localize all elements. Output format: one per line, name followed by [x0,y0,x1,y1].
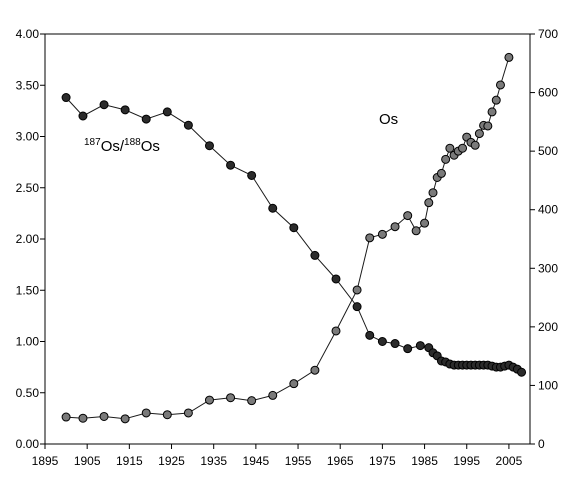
os-ratio-point [226,160,236,170]
y2-tick-label: 300 [538,261,558,275]
os-ratio-point [120,105,130,115]
os-concentration-point [495,80,505,90]
os-concentration-point [268,390,278,400]
os-ratio-point [183,120,193,130]
os-concentration-point [487,107,497,117]
os-ratio-point [204,141,214,151]
os-ratio-point [365,330,375,340]
os-concentration-point [204,395,214,405]
os-concentration-point [120,414,130,424]
os-concentration-point [365,233,375,243]
os-ratio-point [247,170,257,180]
os-ratio-point [403,344,413,354]
x-tick-label: 1975 [369,454,396,468]
os-ratio-point [352,302,362,312]
os-concentration-line [66,57,510,420]
x-tick-label: 1925 [158,454,185,468]
ratio-series-label: 187Os/188Os [84,137,160,155]
os-concentration-point [331,326,341,336]
x-tick-label: 1955 [285,454,312,468]
y2-tick-label: 100 [538,378,558,392]
os-concentration-point [162,410,172,420]
os-concentration-point [474,129,484,139]
y2-tick-label: 500 [538,144,558,158]
y2-tick-label: 700 [538,27,558,41]
os-concentration-point [411,226,421,236]
os-concentration-point [141,408,151,418]
ratio-label-base-1: Os/ [101,138,125,155]
x-tick-label: 1895 [32,454,59,468]
x-tick-label: 2005 [496,454,523,468]
y-tick-label: 3.00 [16,130,40,144]
os-ratio-point [268,203,278,213]
os-concentration-point [183,408,193,418]
y-tick-label: 4.00 [16,27,40,41]
os-ratio-point [390,339,400,349]
os-concentration-point [441,154,451,164]
os-concentration-point [424,198,434,208]
os-ratio-point [162,107,172,117]
y2-tick-label: 400 [538,203,558,217]
os-concentration-point [491,95,501,105]
y-tick-label: 2.50 [16,181,40,195]
os-ratio-point [289,223,299,233]
ratio-label-base-2: Os [141,138,160,155]
x-tick-label: 1985 [411,454,438,468]
os-concentration-point [310,365,320,375]
os-concentration-point [445,143,455,153]
y2-tick-label: 600 [538,86,558,100]
os-ratio-point [310,250,320,260]
os-series-label: Os [379,111,398,128]
os-ratio-point [517,367,527,377]
os-concentration-point [483,121,493,131]
os-ratio-point [415,341,425,351]
y-tick-label: 3.50 [16,78,40,92]
os-ratio-point [78,111,88,121]
os-concentration-point [226,393,236,403]
os-concentration-point [61,412,71,422]
os-ratio-point [61,93,71,103]
os-concentration-point [377,229,387,239]
y-tick-label: 2.00 [16,232,40,246]
os-concentration-point [289,379,299,389]
os-concentration-point [458,143,468,153]
x-tick-label: 1905 [74,454,101,468]
os-ratio-point [331,274,341,284]
x-tick-label: 1965 [327,454,354,468]
y2-tick-label: 200 [538,320,558,334]
y-tick-label: 0.50 [16,386,40,400]
os-concentration-point [352,285,362,295]
x-tick-label: 1935 [200,454,227,468]
y-tick-label: 1.50 [16,283,40,297]
os-ratio-point [99,100,109,110]
series-points [61,52,527,424]
os-concentration-point [504,52,514,62]
chart-axes: 1895 1905 1915 1925 1935 1945 1955 1965 1975 1985… [16,27,559,468]
os-concentration-point [428,188,438,198]
y-tick-label: 1.00 [16,335,40,349]
os-concentration-point [99,411,109,421]
ratio-label-sup-188: 188 [124,137,141,148]
os-ratio-point [377,337,387,346]
os-concentration-point [436,168,446,178]
y2-tick-label: 0 [538,437,545,451]
os-ratio-point [141,114,151,124]
os-concentration-point [390,222,400,232]
ratio-label-sup-187: 187 [84,137,101,148]
plot-area-frame [44,33,531,445]
os-concentration-point [78,413,88,423]
x-tick-label: 1945 [243,454,270,468]
y-tick-label: 0.00 [16,437,40,451]
x-tick-label: 1915 [116,454,143,468]
os-concentration-point [247,396,257,406]
os-concentration-point [403,211,413,221]
os-concentration-point [420,218,430,228]
x-tick-label: 1995 [453,454,480,468]
os-concentration-point [470,140,480,150]
